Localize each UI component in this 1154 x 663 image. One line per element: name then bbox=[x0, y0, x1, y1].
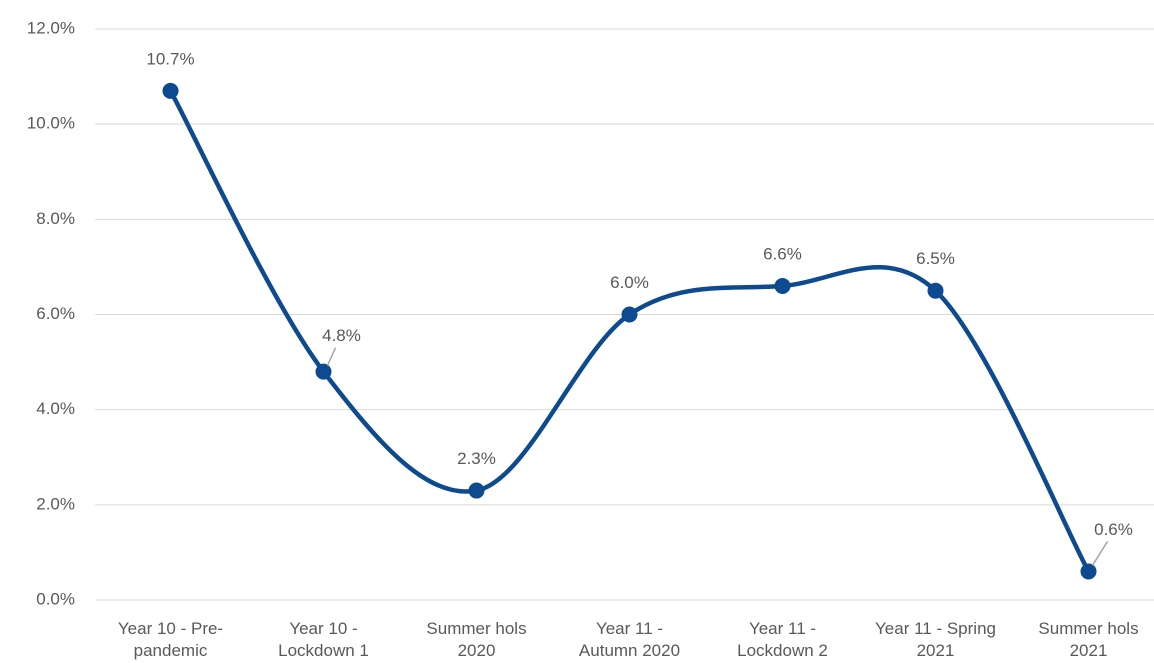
marker bbox=[468, 482, 485, 499]
y-tick-label: 2.0% bbox=[36, 494, 75, 513]
marker bbox=[162, 82, 179, 99]
y-tick-label: 4.0% bbox=[36, 399, 75, 418]
y-tick-label: 6.0% bbox=[36, 304, 75, 323]
y-tick-label: 10.0% bbox=[27, 114, 75, 133]
data-label: 0.6% bbox=[1094, 520, 1133, 539]
data-label: 6.6% bbox=[763, 244, 802, 263]
data-label: 10.7% bbox=[146, 49, 194, 68]
marker bbox=[774, 277, 791, 294]
y-tick-label: 8.0% bbox=[36, 209, 75, 228]
x-tick-label: Summer hols 2021 bbox=[1038, 619, 1139, 660]
line bbox=[168, 89, 1091, 573]
x-tick-label: Year 11 - Spring 2021 bbox=[875, 619, 996, 660]
marker bbox=[927, 282, 944, 299]
data-label: 6.5% bbox=[916, 249, 955, 268]
y-tick-label: 12.0% bbox=[27, 18, 75, 37]
leader-line bbox=[1091, 541, 1109, 566]
data-label: 2.3% bbox=[457, 449, 496, 468]
leader-line bbox=[326, 347, 337, 366]
marker bbox=[315, 363, 332, 380]
x-tick-label: Year 11 - Lockdown 2 bbox=[737, 619, 828, 660]
marker bbox=[1080, 563, 1097, 580]
data-label: 6.0% bbox=[610, 273, 649, 292]
x-tick-label: Year 10 - Lockdown 1 bbox=[278, 619, 369, 660]
x-tick-label: Summer hols 2020 bbox=[426, 619, 527, 660]
x-tick-label: Year 10 - Pre-pandemic bbox=[117, 619, 224, 660]
x-tick-label: Year 11 - Autumn 2020 bbox=[578, 619, 681, 660]
data-label: 4.8% bbox=[322, 326, 361, 345]
marker bbox=[621, 306, 638, 323]
y-tick-label: 0.0% bbox=[36, 589, 75, 608]
